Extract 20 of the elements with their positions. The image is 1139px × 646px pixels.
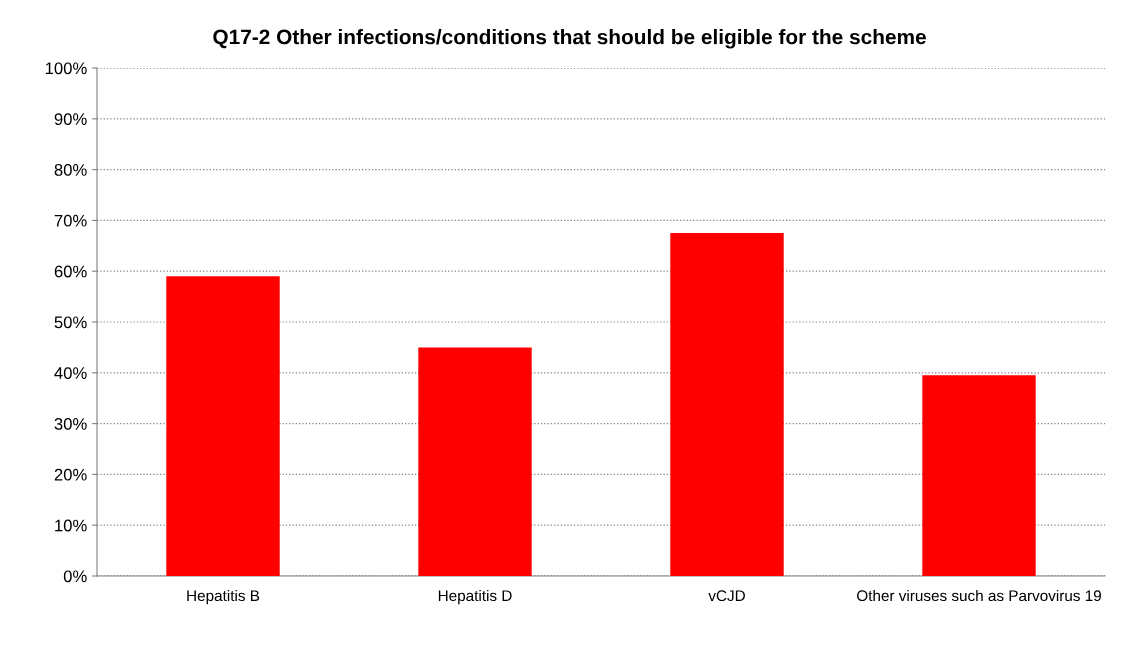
y-tick-label: 30% xyxy=(54,418,87,430)
y-tick-label: 90% xyxy=(54,113,87,125)
bar xyxy=(418,347,532,576)
chart-title: Q17-2 Other infections/conditions that should be eligible for the scheme xyxy=(213,29,926,49)
y-tick-label: 80% xyxy=(54,164,87,176)
bar xyxy=(166,276,280,576)
y-tick-label: 0% xyxy=(63,570,87,583)
y-tick-label: 60% xyxy=(54,265,87,278)
y-tick-label: 100% xyxy=(45,62,87,75)
y-tick-label: 50% xyxy=(54,316,87,329)
y-tick-label: 40% xyxy=(54,367,87,379)
y-tick-label: 20% xyxy=(54,468,87,481)
y-tick-label: 70% xyxy=(54,214,87,227)
bar xyxy=(922,375,1036,576)
x-tick-label: vCJD xyxy=(708,590,745,602)
x-tick-label: Hepatitis D xyxy=(438,589,512,605)
x-tick-label: Hepatitis B xyxy=(187,589,260,605)
y-tick-label: 10% xyxy=(55,519,87,532)
bar xyxy=(670,233,784,576)
x-tick-label: Other viruses such as Parvovirus 19 xyxy=(857,589,1101,602)
